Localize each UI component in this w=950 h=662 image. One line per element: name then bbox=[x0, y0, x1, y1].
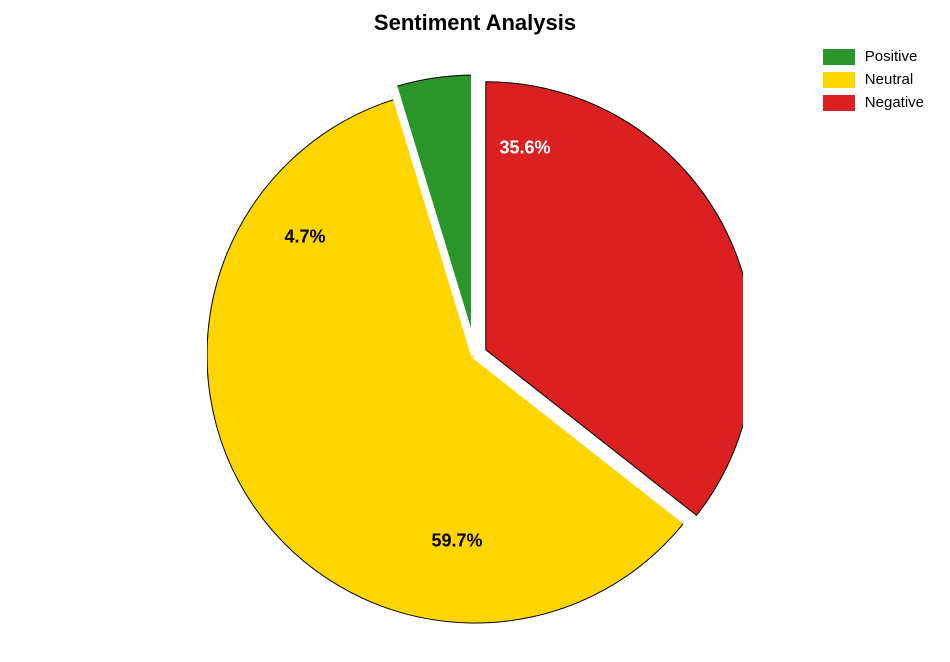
pie-chart: 35.6% 59.7% 4.7% bbox=[207, 62, 743, 648]
legend-item-negative: Negative bbox=[823, 94, 924, 111]
legend-label: Neutral bbox=[865, 71, 913, 88]
legend-swatch bbox=[823, 49, 855, 65]
slice-label-negative: 35.6% bbox=[499, 138, 550, 159]
legend-swatch bbox=[823, 72, 855, 88]
slice-label-positive: 4.7% bbox=[284, 227, 325, 248]
slice-label-neutral: 59.7% bbox=[431, 531, 482, 552]
legend-label: Negative bbox=[865, 94, 924, 111]
legend: Positive Neutral Negative bbox=[823, 48, 924, 111]
legend-item-neutral: Neutral bbox=[823, 71, 924, 88]
legend-swatch bbox=[823, 95, 855, 111]
legend-item-positive: Positive bbox=[823, 48, 924, 65]
legend-label: Positive bbox=[865, 48, 918, 65]
chart-title: Sentiment Analysis bbox=[374, 10, 576, 36]
